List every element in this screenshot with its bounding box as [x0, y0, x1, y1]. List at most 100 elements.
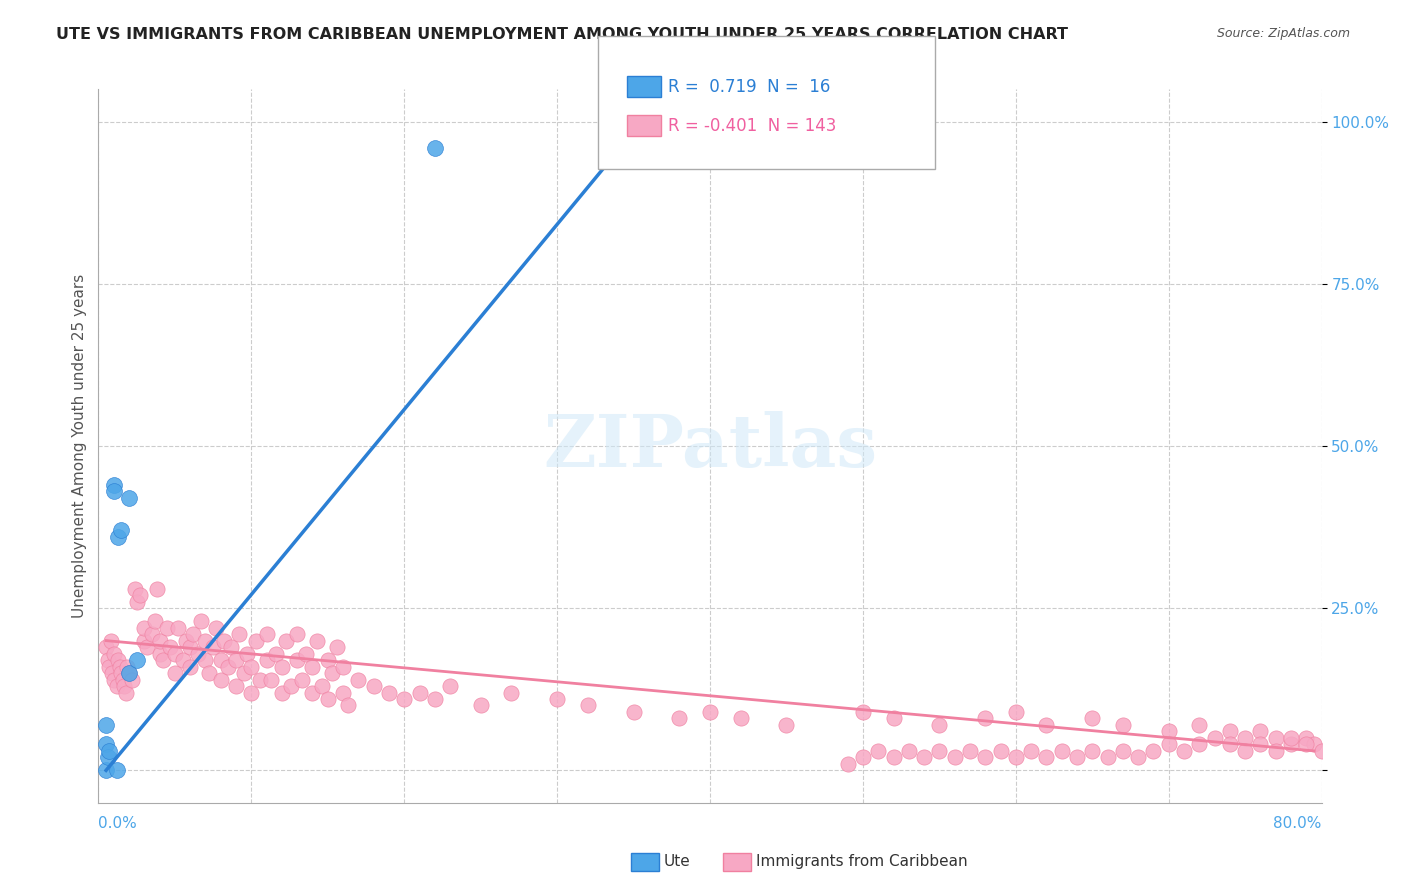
Point: [607, 134, 630, 148]
Point: [1264, 744, 1286, 758]
Point: [332, 685, 354, 699]
Point: [1310, 744, 1333, 758]
Point: [1234, 744, 1257, 758]
Point: [1066, 750, 1088, 764]
Point: [423, 140, 446, 154]
Point: [1112, 718, 1135, 732]
Point: [103, 484, 125, 499]
Point: [212, 633, 235, 648]
Point: [730, 711, 752, 725]
Point: [1004, 750, 1026, 764]
Point: [1081, 744, 1104, 758]
Point: [1303, 738, 1326, 752]
Point: [197, 666, 219, 681]
Point: [276, 633, 298, 648]
Point: [100, 633, 122, 648]
Point: [121, 673, 143, 687]
Point: [128, 588, 150, 602]
Point: [775, 718, 797, 732]
Point: [1204, 731, 1226, 745]
Point: [101, 666, 124, 681]
Point: [1234, 731, 1257, 745]
Point: [179, 659, 201, 673]
Point: [668, 711, 690, 725]
Point: [105, 679, 128, 693]
Point: [974, 750, 997, 764]
Point: [103, 478, 125, 492]
Point: [852, 750, 875, 764]
Point: [143, 614, 166, 628]
Point: [190, 614, 212, 628]
Point: [103, 647, 125, 661]
Point: [152, 653, 174, 667]
Point: [232, 666, 254, 681]
Point: [1112, 744, 1135, 758]
Point: [134, 621, 156, 635]
Point: [1188, 738, 1211, 752]
Point: [1279, 731, 1302, 745]
Point: [868, 744, 890, 758]
Point: [194, 653, 217, 667]
Point: [167, 621, 190, 635]
Point: [194, 633, 217, 648]
Point: [699, 705, 721, 719]
Point: [125, 653, 148, 667]
Point: [163, 666, 186, 681]
Point: [1081, 711, 1104, 725]
Point: [97, 653, 120, 667]
Point: [614, 134, 637, 148]
Point: [217, 659, 239, 673]
Point: [1264, 731, 1286, 745]
Point: [159, 640, 181, 654]
Point: [1097, 750, 1119, 764]
Point: [852, 705, 875, 719]
Point: [1157, 738, 1180, 752]
Text: Ute: Ute: [664, 855, 690, 869]
Point: [959, 744, 981, 758]
Point: [97, 750, 120, 764]
Point: [928, 718, 950, 732]
Point: [1295, 731, 1317, 745]
Point: [326, 640, 349, 654]
Point: [221, 640, 243, 654]
Point: [249, 673, 271, 687]
Point: [228, 627, 250, 641]
Point: [94, 738, 117, 752]
Point: [1249, 724, 1271, 739]
Point: [897, 744, 920, 758]
Point: [209, 653, 232, 667]
Point: [439, 679, 461, 693]
Point: [118, 666, 141, 681]
Point: [363, 679, 385, 693]
Point: [156, 621, 179, 635]
Point: [118, 666, 141, 681]
Point: [912, 750, 935, 764]
Point: [336, 698, 359, 713]
Point: [187, 647, 209, 661]
Point: [110, 524, 132, 538]
Text: Source: ZipAtlas.com: Source: ZipAtlas.com: [1216, 27, 1350, 40]
Text: 0.0%: 0.0%: [98, 816, 138, 830]
Point: [1019, 744, 1042, 758]
Point: [181, 627, 204, 641]
Point: [124, 582, 146, 596]
Point: [291, 673, 314, 687]
Point: [1035, 750, 1057, 764]
Point: [260, 673, 283, 687]
Text: R =  0.719  N =  16: R = 0.719 N = 16: [668, 78, 830, 95]
Y-axis label: Unemployment Among Youth under 25 years: Unemployment Among Youth under 25 years: [72, 274, 87, 618]
Point: [883, 750, 905, 764]
Point: [301, 659, 323, 673]
Point: [316, 692, 339, 706]
Point: [316, 653, 339, 667]
Point: [285, 653, 308, 667]
Point: [98, 744, 121, 758]
Point: [256, 653, 278, 667]
Point: [163, 647, 186, 661]
Point: [94, 640, 117, 654]
Point: [172, 653, 194, 667]
Point: [285, 627, 308, 641]
Point: [105, 764, 128, 778]
Point: [1279, 738, 1302, 752]
Text: 80.0%: 80.0%: [1274, 816, 1322, 830]
